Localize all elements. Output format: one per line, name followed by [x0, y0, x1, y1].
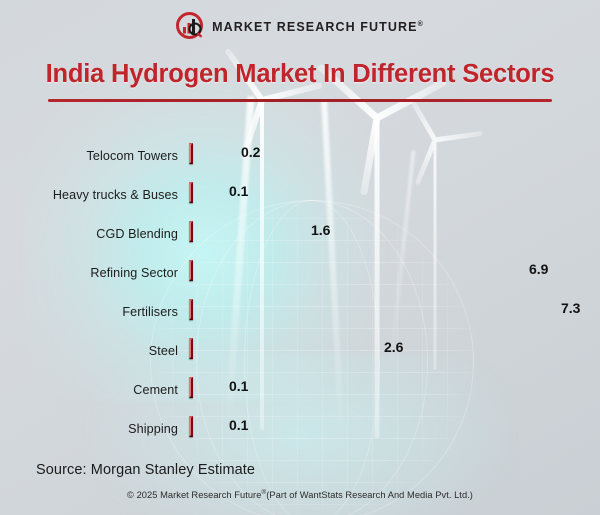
chart-row: CGD Blending 1.6 — [0, 219, 600, 249]
copyright-suffix: (Part of WantStats Research And Media Pv… — [266, 490, 473, 501]
market-research-future-logo-icon — [176, 12, 206, 42]
bar-refining-sector[interactable] — [189, 260, 193, 281]
page-title: India Hydrogen Market In Different Secto… — [45, 60, 555, 88]
bar-heavy-trucks-buses[interactable] — [189, 182, 193, 203]
bar-cement[interactable] — [189, 377, 193, 398]
value-label-fertilisers: 7.3 — [561, 300, 581, 316]
bar-track-steel — [189, 338, 379, 362]
bar-track-telocom-towers — [189, 143, 234, 167]
bar-track-shipping — [189, 416, 222, 440]
brand-logo-text: MARKET RESEARCH FUTURE® — [212, 20, 424, 34]
bar-telocom-towers[interactable] — [189, 143, 193, 164]
category-label-telocom-towers: Telocom Towers — [86, 149, 178, 163]
value-label-telocom-towers: 0.2 — [241, 144, 261, 160]
chart-row: Telocom Towers 0.2 — [0, 141, 600, 171]
bar-fertilisers[interactable] — [189, 299, 193, 320]
value-label-heavy-trucks-buses: 0.1 — [229, 183, 249, 199]
copyright-note: © 2025 Market Research Future®(Part of W… — [0, 489, 600, 500]
category-label-heavy-trucks-buses: Heavy trucks & Buses — [52, 188, 178, 202]
copyright-prefix: © 2025 Market Research Future — [127, 490, 262, 501]
chart-row: Fertilisers 7.3 — [0, 297, 600, 327]
bar-track-cement — [189, 377, 222, 401]
category-label-cgd-blending: CGD Blending — [96, 227, 178, 241]
value-label-cement: 0.1 — [229, 378, 249, 394]
chart-row: Shipping 0.1 — [0, 414, 600, 444]
value-label-refining-sector: 6.9 — [529, 261, 549, 277]
bar-track-heavy-trucks-buses — [189, 182, 222, 206]
bar-track-fertilisers — [189, 299, 563, 323]
brand-logo: MARKET RESEARCH FUTURE® — [0, 12, 600, 42]
bar-cgd-blending[interactable] — [189, 221, 193, 242]
category-label-cement: Cement — [133, 383, 178, 397]
category-label-refining-sector: Refining Sector — [90, 266, 178, 280]
copyright-registered-mark: ® — [261, 489, 267, 496]
value-label-cgd-blending: 1.6 — [311, 222, 331, 238]
value-label-shipping: 0.1 — [229, 417, 249, 433]
bar-track-refining-sector — [189, 260, 531, 284]
category-label-fertilisers: Fertilisers — [122, 305, 178, 319]
title-underline-rule — [48, 99, 552, 102]
bar-track-cgd-blending — [189, 221, 313, 245]
value-label-steel: 2.6 — [384, 339, 404, 355]
chart-row: Heavy trucks & Buses 0.1 — [0, 180, 600, 210]
bar-shipping[interactable] — [189, 416, 193, 437]
source-note: Source: Morgan Stanley Estimate — [36, 462, 256, 478]
chart-row: Refining Sector 6.9 — [0, 258, 600, 288]
chart-row: Cement 0.1 — [0, 375, 600, 405]
category-label-shipping: Shipping — [128, 422, 178, 436]
brand-logo-name: MARKET RESEARCH FUTURE — [212, 20, 418, 34]
horizontal-bar-chart: Telocom Towers 0.2 Heavy trucks & Buses … — [0, 133, 600, 443]
chart-row: Steel 2.6 — [0, 336, 600, 366]
bar-steel[interactable] — [189, 338, 193, 359]
registered-mark: ® — [417, 20, 424, 28]
category-label-steel: Steel — [148, 344, 178, 358]
